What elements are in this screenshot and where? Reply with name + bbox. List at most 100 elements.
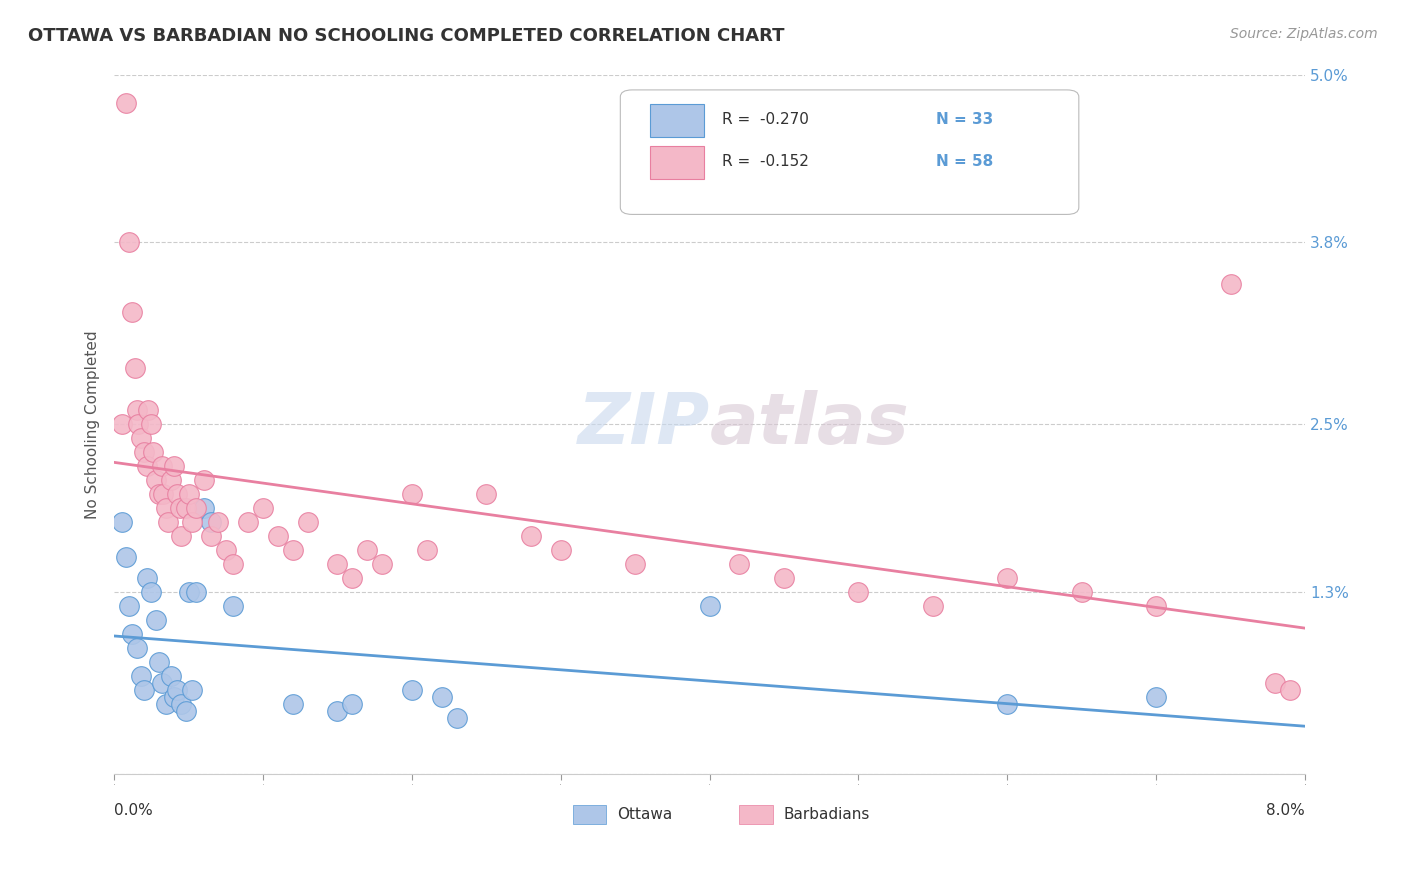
Point bbox=[550, 543, 572, 558]
Point bbox=[180, 683, 202, 698]
Point bbox=[624, 557, 647, 571]
FancyBboxPatch shape bbox=[740, 805, 773, 824]
Point bbox=[159, 669, 181, 683]
Point bbox=[1264, 676, 1286, 690]
Text: Source: ZipAtlas.com: Source: ZipAtlas.com bbox=[1230, 27, 1378, 41]
Point bbox=[170, 529, 193, 543]
Point bbox=[145, 473, 167, 487]
Point bbox=[177, 585, 200, 599]
Point bbox=[118, 235, 141, 250]
Point bbox=[155, 697, 177, 711]
Point bbox=[174, 501, 197, 516]
Text: Barbadians: Barbadians bbox=[783, 807, 870, 822]
Point bbox=[1219, 277, 1241, 292]
Point bbox=[141, 417, 163, 432]
Point bbox=[238, 515, 260, 529]
FancyBboxPatch shape bbox=[650, 103, 703, 137]
Point bbox=[297, 515, 319, 529]
Point bbox=[141, 585, 163, 599]
Point bbox=[252, 501, 274, 516]
Point bbox=[184, 585, 207, 599]
Text: Ottawa: Ottawa bbox=[617, 807, 672, 822]
Point bbox=[342, 697, 364, 711]
Point bbox=[356, 543, 378, 558]
Y-axis label: No Schooling Completed: No Schooling Completed bbox=[86, 330, 100, 518]
Point bbox=[125, 403, 148, 417]
Point bbox=[124, 361, 146, 376]
Point bbox=[129, 669, 152, 683]
Point bbox=[132, 683, 155, 698]
Point bbox=[115, 550, 138, 565]
Point bbox=[222, 599, 245, 614]
Point bbox=[138, 403, 160, 417]
Point bbox=[416, 543, 439, 558]
Text: 8.0%: 8.0% bbox=[1267, 803, 1305, 818]
Point bbox=[148, 655, 170, 669]
Text: N = 58: N = 58 bbox=[936, 154, 993, 169]
Point bbox=[150, 459, 173, 474]
Point bbox=[129, 431, 152, 445]
Point bbox=[184, 501, 207, 516]
Text: R =  -0.270: R = -0.270 bbox=[721, 112, 808, 128]
Point bbox=[1279, 683, 1302, 698]
Point bbox=[166, 487, 188, 501]
Point bbox=[125, 641, 148, 656]
Point bbox=[121, 627, 143, 641]
Point bbox=[118, 599, 141, 614]
Point bbox=[446, 711, 468, 725]
Point bbox=[132, 445, 155, 459]
Point bbox=[170, 697, 193, 711]
Text: atlas: atlas bbox=[710, 390, 910, 458]
Point bbox=[145, 613, 167, 627]
Point bbox=[326, 704, 349, 718]
Point bbox=[180, 515, 202, 529]
Point bbox=[1070, 585, 1092, 599]
Text: OTTAWA VS BARBADIAN NO SCHOOLING COMPLETED CORRELATION CHART: OTTAWA VS BARBADIAN NO SCHOOLING COMPLET… bbox=[28, 27, 785, 45]
Point bbox=[152, 487, 174, 501]
Text: R =  -0.152: R = -0.152 bbox=[721, 154, 808, 169]
Point bbox=[121, 305, 143, 319]
Point bbox=[127, 417, 149, 432]
Point bbox=[922, 599, 945, 614]
Point bbox=[371, 557, 394, 571]
Point bbox=[163, 459, 186, 474]
Point bbox=[177, 487, 200, 501]
Point bbox=[193, 501, 215, 516]
Point bbox=[281, 697, 304, 711]
Point bbox=[773, 571, 796, 585]
Point bbox=[166, 683, 188, 698]
Point bbox=[142, 445, 165, 459]
Point bbox=[215, 543, 238, 558]
Point bbox=[995, 697, 1018, 711]
Point bbox=[848, 585, 870, 599]
Point bbox=[326, 557, 349, 571]
Point bbox=[111, 515, 134, 529]
FancyBboxPatch shape bbox=[572, 805, 606, 824]
Point bbox=[115, 95, 138, 110]
Point bbox=[475, 487, 498, 501]
Point bbox=[222, 557, 245, 571]
Point bbox=[995, 571, 1018, 585]
Point bbox=[728, 557, 751, 571]
Point bbox=[174, 704, 197, 718]
Point bbox=[207, 515, 229, 529]
Point bbox=[111, 417, 134, 432]
Point bbox=[136, 459, 159, 474]
FancyBboxPatch shape bbox=[620, 90, 1078, 214]
Point bbox=[155, 501, 177, 516]
Point bbox=[200, 515, 222, 529]
Point bbox=[281, 543, 304, 558]
Point bbox=[1144, 599, 1167, 614]
Point bbox=[136, 571, 159, 585]
Point bbox=[342, 571, 364, 585]
Point bbox=[193, 473, 215, 487]
Point bbox=[156, 515, 179, 529]
Point bbox=[163, 690, 186, 704]
Text: ZIP: ZIP bbox=[578, 390, 710, 458]
Point bbox=[699, 599, 721, 614]
Point bbox=[520, 529, 543, 543]
Text: N = 33: N = 33 bbox=[936, 112, 993, 128]
Point bbox=[169, 501, 191, 516]
Text: 0.0%: 0.0% bbox=[114, 803, 153, 818]
Point bbox=[159, 473, 181, 487]
